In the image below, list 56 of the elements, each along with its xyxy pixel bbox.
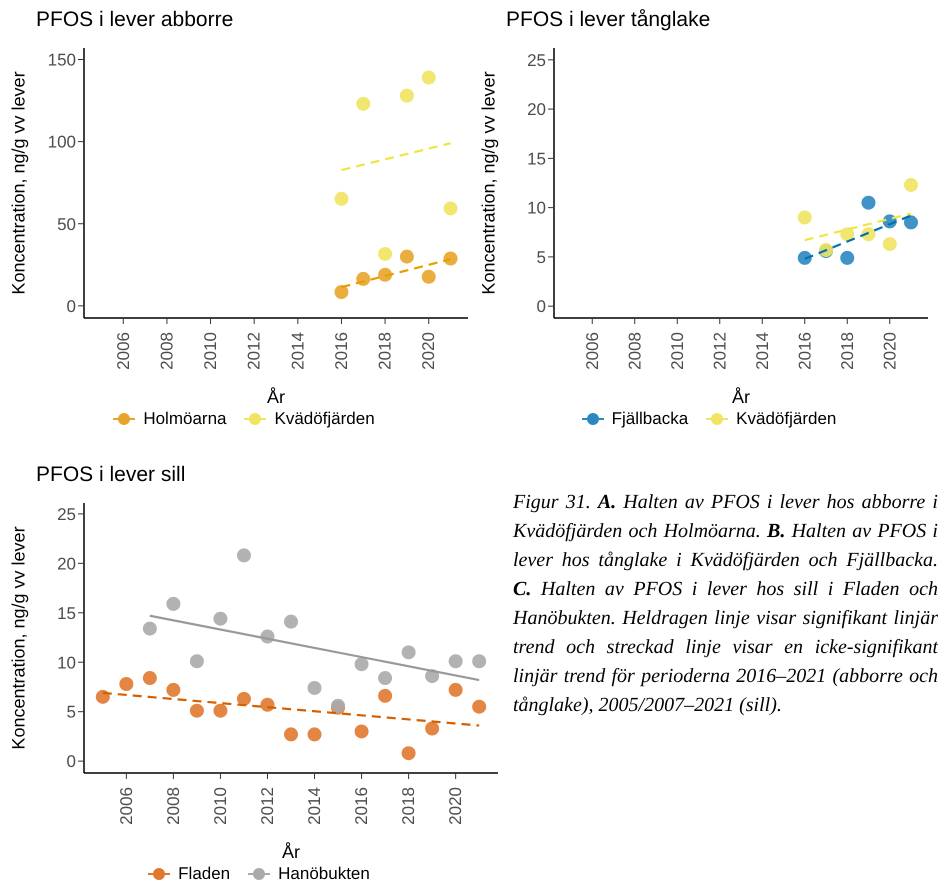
x-tick-label: 2012 bbox=[710, 332, 730, 370]
y-tick-label: 20 bbox=[527, 100, 546, 120]
y-tick-label: 100 bbox=[48, 132, 76, 152]
y-tick-label: 5 bbox=[66, 702, 76, 722]
x-tick-label: 2006 bbox=[582, 332, 602, 370]
legend-label: Kvädöfjärden bbox=[274, 409, 375, 429]
y-tick-label: 0 bbox=[536, 297, 546, 316]
x-tick-label: 2010 bbox=[668, 332, 687, 370]
text: Figur 31. A. Halten av PFOS i lever hos abborre i Kvädöfjärden och Holmöarna. B. Halten av PFOS i lever hos tånglake i Kvädöfjärden och Fjällbacka. C. Halten av PFOS i lever hos sill i Fladen och Hanöbukten. Heldragen linje visar signifikant linjär trend och streckad linje visar en icke-signifikant linjär trend för perioderna 2016–2021 (abborre och tånglake), 2005/2007–2021 (sill). bbox=[513, 491, 938, 716]
x-tick-label: 2020 bbox=[446, 787, 466, 825]
y-axis-title: Koncentration, ng/g vv lever bbox=[8, 71, 28, 295]
x-tick-label: 2018 bbox=[399, 787, 418, 825]
x-tick-label: 2020 bbox=[880, 332, 900, 370]
y-tick-label: 25 bbox=[57, 504, 76, 524]
x-tick-label: 2012 bbox=[258, 787, 277, 825]
y-tick-label: 10 bbox=[57, 653, 76, 672]
x-tick-label: 2016 bbox=[795, 332, 814, 370]
chart-title: PFOS i lever tånglake bbox=[505, 8, 712, 33]
y-tick-label: 15 bbox=[527, 149, 546, 168]
x-tick-label: 2010 bbox=[210, 787, 230, 825]
y-tick-label: 150 bbox=[48, 50, 76, 70]
y-tick-label: 10 bbox=[527, 198, 546, 218]
x-tick-label: 2014 bbox=[752, 332, 772, 370]
x-tick-label: 2014 bbox=[305, 787, 324, 825]
x-tick-label: 2018 bbox=[838, 332, 857, 370]
y-axis-title: Koncentration, ng/g vv lever bbox=[8, 526, 28, 750]
y-tick-label: 25 bbox=[527, 50, 546, 70]
x-axis-title: År bbox=[732, 387, 750, 407]
x-axis-title: År bbox=[282, 842, 300, 862]
x-axis-title: År bbox=[267, 387, 286, 407]
x-tick-label: 2016 bbox=[352, 787, 372, 825]
x-tick-label: 2008 bbox=[164, 787, 183, 825]
chart-title: PFOS i lever sill bbox=[35, 463, 186, 488]
x-tick-label: 2008 bbox=[157, 332, 176, 370]
legend-label: Fjällbacka bbox=[612, 409, 688, 429]
legend-label: Kvädöfjärden bbox=[736, 409, 836, 429]
y-tick-label: 50 bbox=[57, 214, 76, 234]
x-tick-label: 2008 bbox=[625, 332, 644, 370]
chart-title: PFOS i lever abborre bbox=[35, 8, 234, 33]
x-tick-label: 2018 bbox=[376, 332, 395, 370]
x-tick-label: 2012 bbox=[244, 332, 264, 370]
y-tick-label: 0 bbox=[66, 752, 76, 772]
y-axis-title: Koncentration, ng/g vv lever bbox=[478, 71, 498, 295]
x-tick-label: 2006 bbox=[116, 787, 136, 825]
y-tick-label: 5 bbox=[536, 248, 546, 267]
legend-label: Hanöbukten bbox=[278, 864, 370, 884]
x-tick-label: 2006 bbox=[114, 332, 133, 370]
y-tick-label: 15 bbox=[57, 604, 76, 623]
x-tick-label: 2020 bbox=[419, 332, 438, 370]
x-tick-label: 2014 bbox=[288, 332, 308, 370]
legend-label: Holmöarna bbox=[143, 409, 226, 429]
x-tick-label: 2010 bbox=[201, 332, 220, 370]
x-tick-label: 2016 bbox=[332, 332, 351, 370]
y-tick-label: 20 bbox=[57, 554, 76, 574]
y-tick-label: 0 bbox=[66, 296, 76, 316]
legend-label: Fladen bbox=[178, 864, 230, 884]
